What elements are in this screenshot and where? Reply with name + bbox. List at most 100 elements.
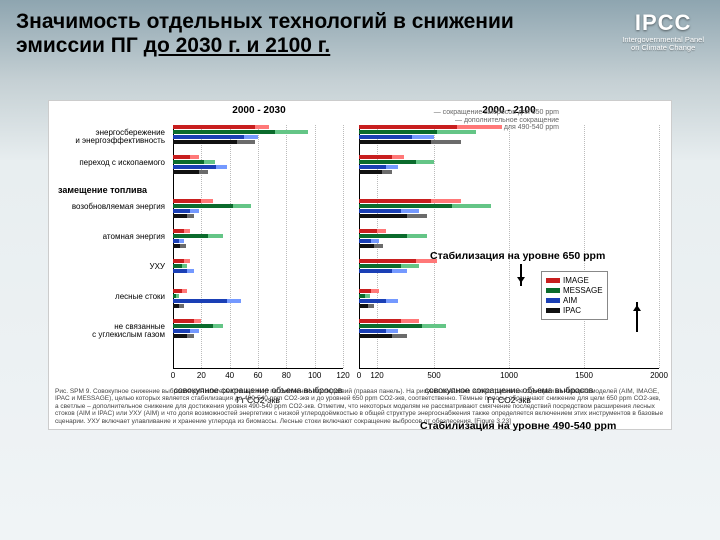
note-650: — сокращение выбросов для 650 ppm— допол… bbox=[409, 109, 559, 132]
bar-les-IMAGE-650 bbox=[173, 289, 182, 293]
bar-vozobnov-IMAGE-650 bbox=[173, 199, 201, 203]
category-label-atom: атомная энергия bbox=[49, 233, 165, 241]
bar-co2free-IPAC-650 bbox=[359, 334, 392, 338]
bar-vozobnov-IPAC-490 bbox=[187, 214, 194, 218]
plot-left: 020406080100120 bbox=[173, 125, 343, 369]
bar-vozobnov-IMAGE-490 bbox=[201, 199, 212, 203]
bar-atom-IMAGE-490 bbox=[377, 229, 386, 233]
bar-energosber-IPAC-650 bbox=[173, 140, 237, 144]
bar-vozobnov-AIM-490 bbox=[190, 209, 199, 213]
y-labels: энергосбережениеи энергоэффективностьпер… bbox=[49, 125, 169, 373]
bar-co2free-AIM-490 bbox=[386, 329, 398, 333]
bar-les-IMAGE-490 bbox=[371, 289, 379, 293]
bar-perehod-AIM-490 bbox=[216, 165, 227, 169]
bar-perehod-MESSAGE-650 bbox=[359, 160, 416, 164]
xtick: 20 bbox=[197, 371, 206, 380]
bar-atom-MESSAGE-650 bbox=[359, 234, 407, 238]
bar-co2free-IMAGE-490 bbox=[401, 319, 419, 323]
overlay-perehod: замещение топлива bbox=[56, 184, 149, 196]
annotation-650: Стабилизация на уровне 650 ppm bbox=[430, 250, 605, 262]
bar-vozobnov-IPAC-650 bbox=[359, 214, 407, 218]
bar-perehod-AIM-490 bbox=[386, 165, 398, 169]
bar-perehod-MESSAGE-650 bbox=[173, 160, 204, 164]
legend-swatch bbox=[546, 308, 560, 313]
bar-perehod-IMAGE-490 bbox=[392, 155, 404, 159]
bar-co2free-AIM-650 bbox=[359, 329, 386, 333]
bar-uhu-AIM-490 bbox=[187, 269, 194, 273]
bar-perehod-IPAC-490 bbox=[199, 170, 209, 174]
xtick: 2000 bbox=[650, 371, 668, 380]
bar-uhu-IMAGE-650 bbox=[359, 259, 416, 263]
category-label-co2free: не связанныес углекислым газом bbox=[49, 323, 165, 340]
bar-energosber-AIM-490 bbox=[244, 135, 258, 139]
bar-uhu-MESSAGE-490 bbox=[182, 264, 188, 268]
chart-area: энергосбережениеи энергоэффективностьпер… bbox=[49, 125, 671, 373]
bar-co2free-MESSAGE-490 bbox=[213, 324, 223, 328]
bar-energosber-IPAC-650 bbox=[359, 140, 431, 144]
bar-vozobnov-AIM-650 bbox=[359, 209, 401, 213]
legend-label: MESSAGE bbox=[563, 286, 603, 295]
bar-vozobnov-MESSAGE-490 bbox=[233, 204, 251, 208]
category-label-perehod: переход с ископаемого bbox=[49, 159, 165, 167]
bar-co2free-MESSAGE-490 bbox=[422, 324, 446, 328]
bar-energosber-AIM-490 bbox=[412, 135, 435, 139]
bar-atom-AIM-490 bbox=[179, 239, 185, 243]
bar-perehod-IPAC-650 bbox=[173, 170, 199, 174]
bar-co2free-IMAGE-490 bbox=[194, 319, 201, 323]
bar-energosber-IPAC-490 bbox=[237, 140, 255, 144]
bar-atom-IMAGE-650 bbox=[359, 229, 377, 233]
logo-main: IPCC bbox=[622, 10, 704, 36]
bar-energosber-AIM-650 bbox=[173, 135, 244, 139]
bar-co2free-MESSAGE-650 bbox=[359, 324, 422, 328]
legend-row-AIM: AIM bbox=[546, 296, 603, 305]
xtick: 0 bbox=[171, 371, 175, 380]
xtick: 120 bbox=[370, 371, 383, 380]
bar-vozobnov-MESSAGE-650 bbox=[173, 204, 233, 208]
bar-co2free-IPAC-490 bbox=[187, 334, 194, 338]
bar-les-IPAC-490 bbox=[179, 304, 185, 308]
legend-swatch bbox=[546, 288, 560, 293]
col-header-left: 2000 - 2030 bbox=[199, 105, 319, 116]
bar-co2free-IPAC-650 bbox=[173, 334, 187, 338]
xtick: 60 bbox=[254, 371, 263, 380]
category-label-uhu: УХУ bbox=[49, 263, 165, 271]
bar-vozobnov-AIM-650 bbox=[173, 209, 190, 213]
bar-perehod-IMAGE-650 bbox=[359, 155, 392, 159]
model-legend: IMAGEMESSAGEAIMIPAC bbox=[541, 271, 608, 320]
bar-energosber-MESSAGE-650 bbox=[173, 130, 275, 134]
bar-les-MESSAGE-490 bbox=[365, 294, 370, 298]
annotation-490: Стабилизация на уровне 490-540 ppm bbox=[420, 420, 616, 432]
header: Значимость отдельных технологий в снижен… bbox=[0, 0, 720, 66]
legend-row-IMAGE: IMAGE bbox=[546, 276, 603, 285]
bar-uhu-MESSAGE-490 bbox=[401, 264, 419, 268]
bar-vozobnov-IPAC-490 bbox=[407, 214, 427, 218]
bar-uhu-MESSAGE-650 bbox=[173, 264, 182, 268]
bar-atom-IPAC-650 bbox=[173, 244, 180, 248]
bar-uhu-AIM-650 bbox=[359, 269, 392, 273]
legend-swatch bbox=[546, 278, 560, 283]
bar-vozobnov-MESSAGE-490 bbox=[452, 204, 491, 208]
legend-row-MESSAGE: MESSAGE bbox=[546, 286, 603, 295]
bar-atom-AIM-650 bbox=[359, 239, 371, 243]
arrow-490 bbox=[636, 302, 638, 332]
bar-atom-IMAGE-490 bbox=[184, 229, 190, 233]
bar-perehod-IPAC-490 bbox=[382, 170, 393, 174]
bar-atom-IPAC-650 bbox=[359, 244, 374, 248]
legend-swatch bbox=[546, 298, 560, 303]
bar-vozobnov-IMAGE-650 bbox=[359, 199, 431, 203]
bar-uhu-IMAGE-490 bbox=[184, 259, 190, 263]
bar-atom-MESSAGE-490 bbox=[407, 234, 427, 238]
bar-perehod-AIM-650 bbox=[359, 165, 386, 169]
bar-energosber-MESSAGE-490 bbox=[275, 130, 308, 134]
bar-vozobnov-AIM-490 bbox=[401, 209, 419, 213]
category-label-les: лесные стоки bbox=[49, 293, 165, 301]
ipcc-logo: IPCC Intergovernmental Panel on Climate … bbox=[622, 10, 704, 53]
bar-les-AIM-650 bbox=[359, 299, 386, 303]
bar-atom-IPAC-490 bbox=[374, 244, 383, 248]
xtick: 1000 bbox=[500, 371, 518, 380]
legend-label: IPAC bbox=[563, 306, 581, 315]
bar-energosber-IMAGE-490 bbox=[255, 125, 269, 129]
bar-vozobnov-MESSAGE-650 bbox=[359, 204, 452, 208]
bar-les-IMAGE-490 bbox=[182, 289, 188, 293]
arrow-650 bbox=[520, 264, 522, 286]
